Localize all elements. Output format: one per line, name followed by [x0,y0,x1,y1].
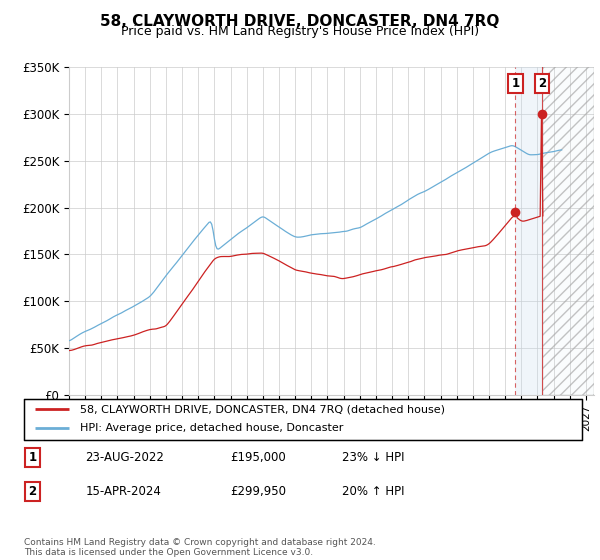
Text: 1: 1 [511,77,520,90]
Text: 23% ↓ HPI: 23% ↓ HPI [342,451,404,464]
Bar [515,67,543,395]
Text: 58, CLAYWORTH DRIVE, DONCASTER, DN4 7RQ: 58, CLAYWORTH DRIVE, DONCASTER, DN4 7RQ [100,14,500,29]
Text: Price paid vs. HM Land Registry's House Price Index (HPI): Price paid vs. HM Land Registry's House … [121,25,479,38]
Text: £195,000: £195,000 [230,451,286,464]
Text: £299,950: £299,950 [230,485,286,498]
Bar [543,67,594,395]
Text: HPI: Average price, detached house, Doncaster: HPI: Average price, detached house, Donc… [80,423,343,433]
Text: 23-AUG-2022: 23-AUG-2022 [85,451,164,464]
Text: 2: 2 [28,485,37,498]
Text: 58, CLAYWORTH DRIVE, DONCASTER, DN4 7RQ (detached house): 58, CLAYWORTH DRIVE, DONCASTER, DN4 7RQ … [80,404,445,414]
Bar [543,67,594,395]
Text: 15-APR-2024: 15-APR-2024 [85,485,161,498]
Text: 1: 1 [28,451,37,464]
Text: 2: 2 [538,77,546,90]
Text: Contains HM Land Registry data © Crown copyright and database right 2024.
This d: Contains HM Land Registry data © Crown c… [24,538,376,557]
Text: 20% ↑ HPI: 20% ↑ HPI [342,485,404,498]
